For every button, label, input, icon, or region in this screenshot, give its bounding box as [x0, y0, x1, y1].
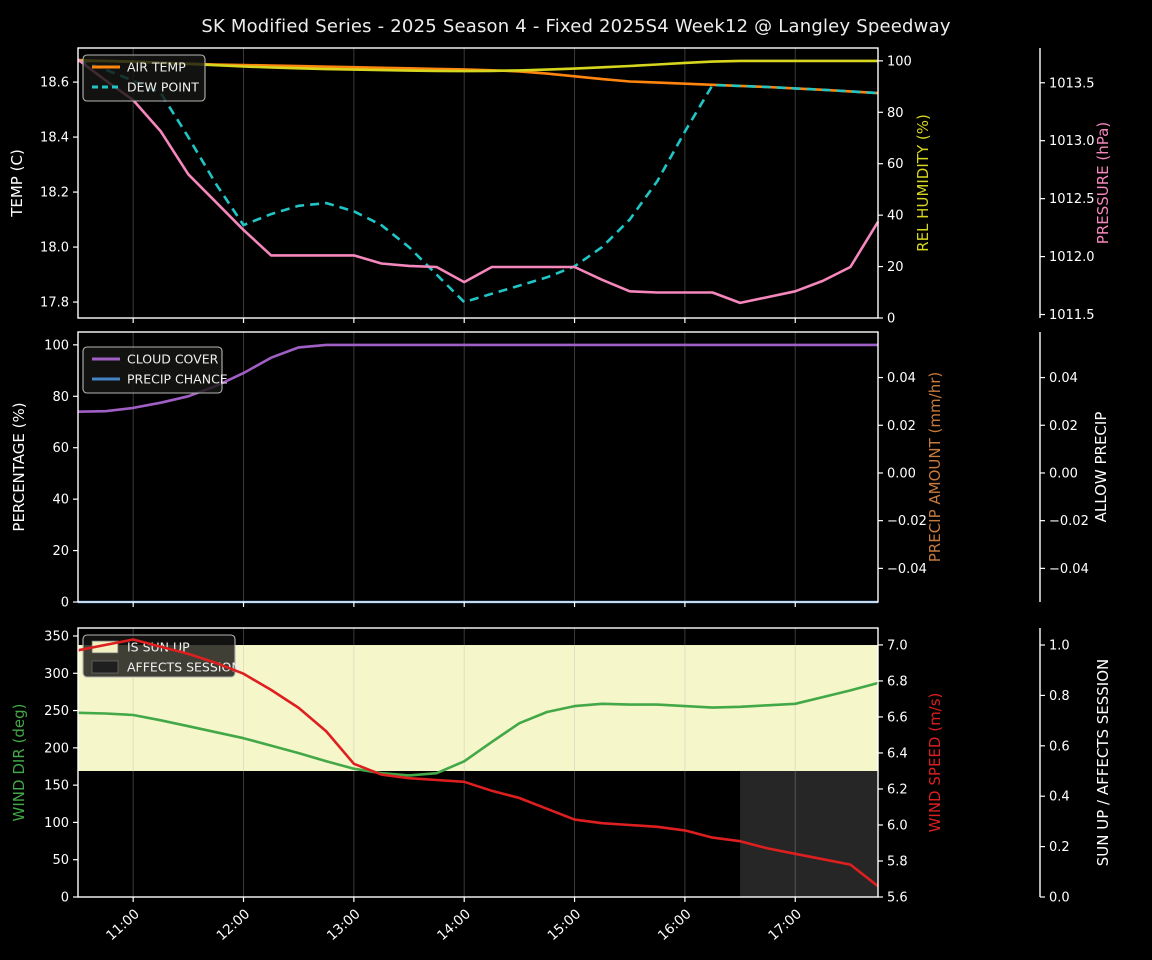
- tick-label-temp: 18.0: [40, 241, 69, 256]
- tick-label-pres: 1013.5: [1049, 76, 1095, 91]
- axis-label-deg: WIND DIR (deg): [10, 704, 28, 822]
- tick-label-deg: 150: [44, 779, 69, 794]
- x-tick-label: 17:00: [765, 906, 805, 944]
- legend-label: AIR TEMP: [127, 60, 186, 75]
- tick-label-allow: 0.02: [1049, 419, 1078, 434]
- tick-label-spd: 6.8: [887, 674, 908, 689]
- tick-label-allow: 0.04: [1049, 371, 1078, 386]
- tick-label-hum: 100: [887, 54, 912, 69]
- tick-label-deg: 0: [61, 891, 69, 906]
- chart-percentage-precip: 0 20 40 60 80 100 PERCENTAGE (%) −0.04 −0.02 0.00…: [10, 331, 1110, 611]
- tick-label-deg: 50: [52, 853, 69, 868]
- tick-label-deg: 350: [44, 629, 69, 644]
- tick-label-temp: 18.2: [40, 186, 69, 201]
- x-tick-label: 14:00: [434, 906, 474, 944]
- tick-label-hum: 60: [887, 157, 904, 172]
- tick-label-pres: 1012.5: [1049, 192, 1095, 207]
- tick-label-pamt: 0.00: [887, 466, 916, 481]
- series-wind-dir: [77, 681, 879, 777]
- tick-label-pct: 40: [52, 493, 69, 508]
- figure-title: SK Modified Series - 2025 Season 4 - Fix…: [201, 16, 951, 37]
- axis-label-allow: ALLOW PRECIP: [1092, 412, 1110, 523]
- tick-label-sun: 0.6: [1049, 739, 1070, 754]
- tick-label-spd: 5.6: [887, 891, 908, 906]
- series-pressure: [77, 58, 880, 305]
- tick-label-sun: 0.4: [1049, 790, 1070, 805]
- tick-label-hum: 20: [887, 260, 904, 275]
- legend-label: AFFECTS SESSION: [127, 660, 241, 675]
- chart-temp-humidity-pressure: 17.8 18.0 18.2 18.4 18.6 TEMP (C) 0 20 40 60 80 100…: [8, 47, 1112, 327]
- tick-label-deg: 300: [44, 667, 69, 682]
- x-tick-label: 16:00: [655, 906, 695, 944]
- plot-border: [77, 47, 879, 319]
- plot-border: [77, 627, 879, 898]
- tick-label-pres: 1011.5: [1049, 308, 1095, 323]
- tick-label-temp: 18.6: [40, 76, 69, 91]
- tick-label-spd: 6.6: [887, 710, 908, 725]
- axis-label-hum: REL HUMIDITY (%): [914, 114, 932, 252]
- axis-label-pamt: PRECIP AMOUNT (mm/hr): [926, 372, 944, 562]
- tick-label-deg: 250: [44, 704, 69, 719]
- x-tick-label: 12:00: [214, 906, 254, 944]
- axis-label-pres: PRESSURE (hPa): [1094, 122, 1112, 244]
- tick-label-pct: 80: [52, 390, 69, 405]
- x-tick-label: 11:00: [103, 906, 143, 944]
- tick-label-pct: 20: [52, 544, 69, 559]
- legend: CLOUD COVER PRECIP CHANCE: [82, 346, 228, 394]
- tick-label-hum: 0: [887, 312, 895, 327]
- tick-label-hum: 40: [887, 209, 904, 224]
- tick-label-pamt: 0.04: [887, 371, 916, 386]
- axis-label-spd: WIND SPEED (m/s): [926, 693, 944, 833]
- x-tick-label: 13:00: [324, 906, 364, 944]
- tick-label-deg: 100: [44, 816, 69, 831]
- tick-label-pamt: −0.02: [887, 514, 927, 529]
- legend-label: DEW POINT: [127, 80, 199, 95]
- tick-label-spd: 7.0: [887, 638, 908, 653]
- axis-label-temp: TEMP (C): [8, 149, 26, 218]
- tick-label-sun: 1.0: [1049, 639, 1070, 654]
- tick-label-pct: 60: [52, 441, 69, 456]
- axis-label-pct: PERCENTAGE (%): [10, 402, 28, 531]
- plot-border: [77, 331, 879, 603]
- tick-label-pres: 1012.0: [1049, 250, 1095, 265]
- tick-label-spd: 5.8: [887, 854, 908, 869]
- tick-label-pamt: −0.04: [887, 562, 927, 577]
- tick-label-pres: 1013.0: [1049, 134, 1095, 149]
- legend-label: PRECIP CHANCE: [127, 372, 228, 387]
- tick-label-spd: 6.0: [887, 818, 908, 833]
- tick-label-sun: 0.8: [1049, 689, 1070, 704]
- tick-label-sun: 0.2: [1049, 840, 1070, 855]
- tick-label-temp: 18.4: [40, 131, 69, 146]
- affects-session-band: [740, 771, 878, 897]
- tick-label-pct: 100: [44, 338, 69, 353]
- legend: AIR TEMP DEW POINT: [82, 54, 206, 102]
- series-dew-point: [77, 58, 879, 304]
- series-rel-humidity: [78, 59, 878, 73]
- tick-label-pamt: 0.02: [887, 419, 916, 434]
- legend-swatch-affects-session: [91, 660, 119, 674]
- tick-label-allow: −0.02: [1049, 514, 1089, 529]
- tick-label-temp: 17.8: [40, 296, 69, 311]
- tick-label-hum: 80: [887, 106, 904, 121]
- tick-label-sun: 0.0: [1049, 891, 1070, 906]
- tick-label-spd: 6.2: [887, 782, 908, 797]
- tick-label-allow: 0.00: [1049, 466, 1078, 481]
- x-tick-label: 15:00: [545, 906, 585, 944]
- legend-label: CLOUD COVER: [127, 352, 219, 367]
- tick-label-deg: 200: [44, 741, 69, 756]
- legend-box: [82, 634, 236, 678]
- tick-label-spd: 6.4: [887, 746, 908, 761]
- tick-label-pct: 0: [61, 596, 69, 611]
- tick-label-allow: −0.04: [1049, 562, 1089, 577]
- axis-label-sun: SUN UP / AFFECTS SESSION: [1094, 659, 1112, 867]
- series-wind-speed: [77, 638, 879, 888]
